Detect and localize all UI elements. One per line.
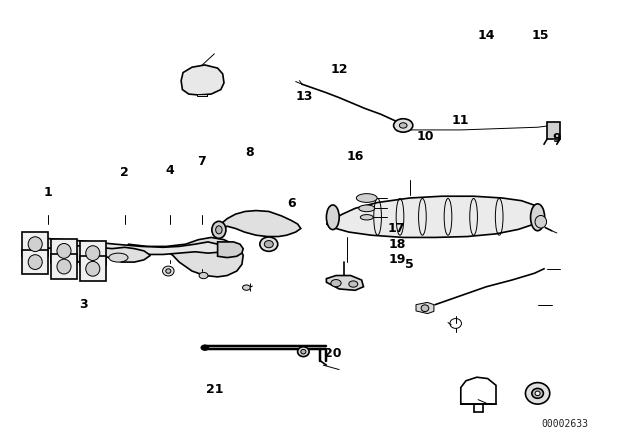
Ellipse shape [260,237,278,251]
Ellipse shape [535,215,547,228]
Text: 12: 12 [330,63,348,76]
Polygon shape [181,65,224,95]
Ellipse shape [163,266,174,276]
Ellipse shape [109,253,128,262]
Text: 17: 17 [388,222,406,235]
Ellipse shape [28,237,42,252]
Text: 18: 18 [388,237,406,251]
Bar [197,94,207,96]
Bar [80,256,106,281]
Bar [51,254,77,279]
Ellipse shape [535,391,540,396]
Polygon shape [214,211,301,237]
Text: 9: 9 [552,132,561,146]
Ellipse shape [394,119,413,132]
Ellipse shape [360,215,373,220]
Ellipse shape [532,388,543,398]
Text: 00002633: 00002633 [542,419,589,429]
Text: 14: 14 [477,29,495,43]
Polygon shape [416,302,434,314]
Ellipse shape [57,259,71,274]
Circle shape [201,345,209,350]
Circle shape [199,272,208,279]
Ellipse shape [399,123,407,128]
Ellipse shape [57,244,71,258]
Bar [22,250,48,274]
Ellipse shape [326,205,339,229]
Text: 1: 1 [44,186,52,199]
Circle shape [349,281,358,287]
Ellipse shape [356,194,377,202]
Text: 7: 7 [197,155,206,168]
Text: 13: 13 [296,90,314,103]
Text: 16: 16 [346,150,364,164]
Bar [547,122,560,139]
Circle shape [243,285,250,290]
Ellipse shape [531,204,545,231]
Polygon shape [218,242,243,258]
Text: 20: 20 [324,347,342,361]
Polygon shape [45,238,224,254]
Polygon shape [326,196,543,237]
Circle shape [331,280,341,287]
Ellipse shape [166,269,171,273]
Text: 21: 21 [205,383,223,396]
Ellipse shape [86,246,100,261]
Bar [80,241,106,265]
Ellipse shape [212,221,226,238]
Ellipse shape [28,254,42,270]
Text: 8: 8 [245,146,254,159]
Ellipse shape [301,349,306,354]
Text: 11: 11 [452,114,470,128]
Ellipse shape [421,305,429,312]
Text: 4: 4 [165,164,174,177]
Ellipse shape [216,226,222,234]
Ellipse shape [264,241,273,248]
Ellipse shape [358,205,375,212]
Ellipse shape [86,262,100,276]
Ellipse shape [525,383,550,404]
Ellipse shape [298,347,309,357]
Polygon shape [128,237,243,277]
Polygon shape [58,244,106,264]
Polygon shape [326,276,364,290]
Text: 2: 2 [120,166,129,179]
Bar [51,239,77,263]
Polygon shape [90,246,150,262]
Bar [22,232,48,256]
Text: 6: 6 [287,197,296,211]
Text: 15: 15 [532,29,550,43]
Text: 19: 19 [388,253,406,267]
Text: 10: 10 [417,130,435,143]
Text: 5: 5 [405,258,414,271]
Text: 3: 3 [79,298,88,311]
